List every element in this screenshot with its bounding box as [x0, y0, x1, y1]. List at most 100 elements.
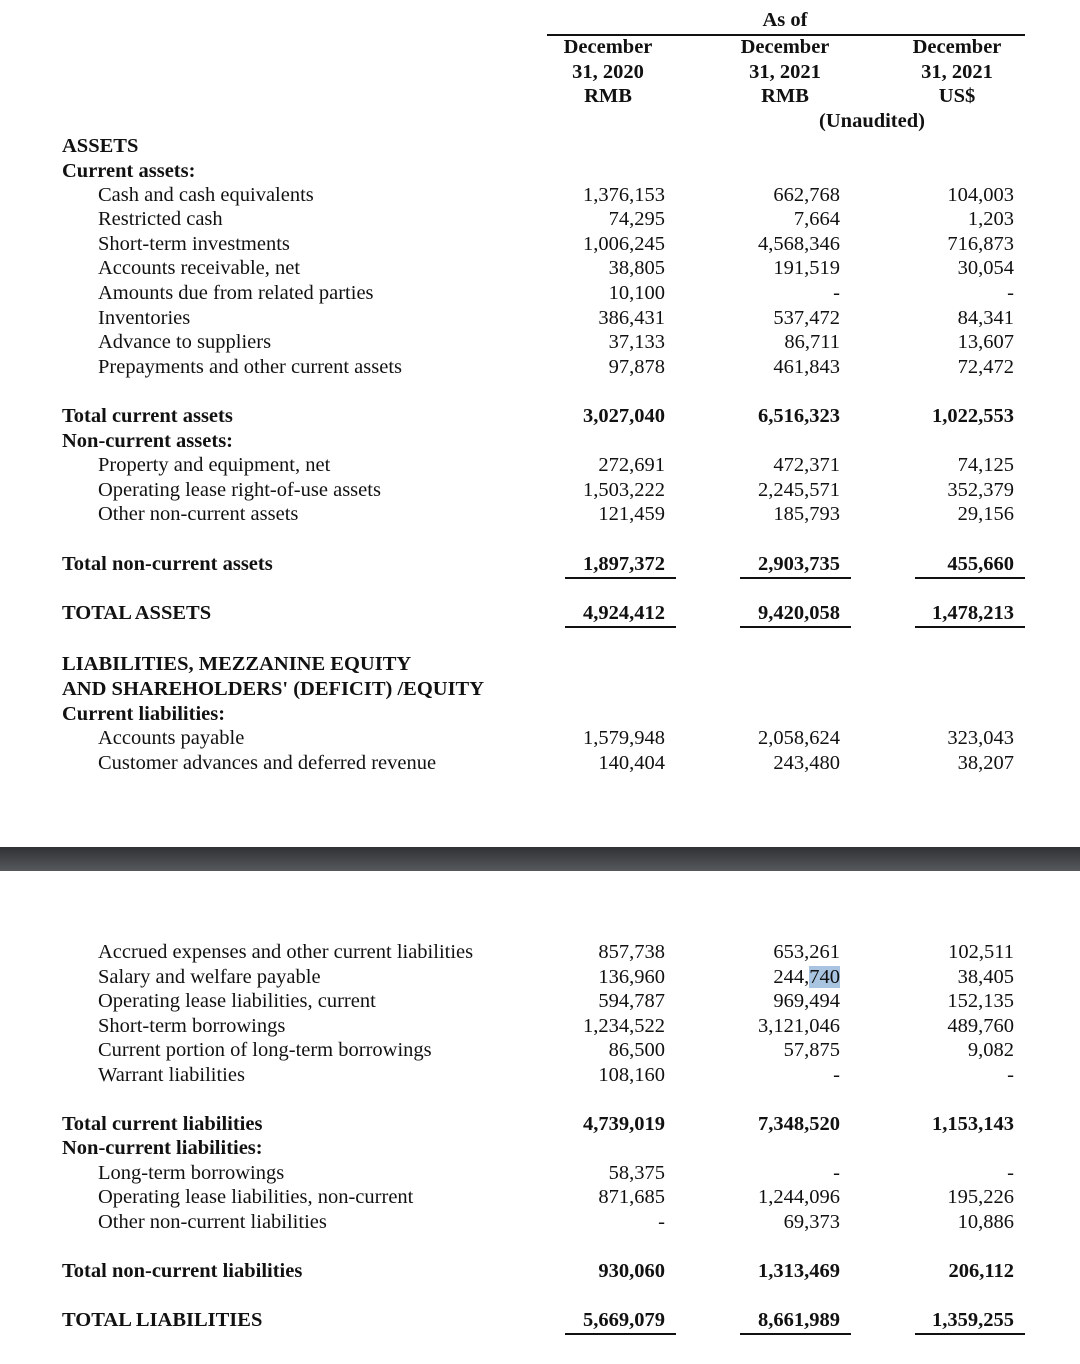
value-cell-col1: 871,685 — [598, 1186, 665, 1208]
value-cell-col2: 6,516,323 — [758, 405, 840, 427]
value-cell-col3: 1,359,255 — [932, 1309, 1014, 1331]
value-cell-col1: 58,375 — [608, 1162, 665, 1184]
value-cell-col2: 4,568,346 — [758, 233, 840, 255]
row-label: Current portion of long-term borrowings — [98, 1039, 432, 1061]
value-cell-col1: 4,924,412 — [583, 602, 665, 624]
value-cell-col3: - — [1007, 1064, 1014, 1086]
value-cell-col2: 1,244,096 — [758, 1186, 840, 1208]
row-label: Total current assets — [62, 405, 233, 427]
row-label: Total non-current assets — [62, 553, 273, 575]
col3-line3: US$ — [938, 85, 976, 107]
value-cell-col2: 7,348,520 — [758, 1113, 840, 1135]
header-rule — [547, 34, 1025, 36]
value-cell-col1: 930,060 — [598, 1260, 665, 1282]
value-cell-col1: 86,500 — [608, 1039, 665, 1061]
row-label: Current liabilities: — [62, 703, 226, 725]
value-cell-col2: - — [833, 1064, 840, 1086]
value-cell-col2: 1,313,469 — [758, 1260, 840, 1282]
unaudited-label: (Unaudited) — [819, 110, 925, 132]
row-label: Accrued expenses and other current liabi… — [98, 941, 474, 963]
value-cell-col3: 152,135 — [947, 990, 1014, 1012]
value-cell-col2: 8,661,989 — [758, 1309, 840, 1331]
value-cell-col1: - — [658, 1211, 665, 1233]
value-cell-col2: 2,058,624 — [758, 727, 840, 749]
value-cell-col1: 1,503,222 — [583, 479, 665, 501]
value-cell-col1: 136,960 — [598, 966, 665, 988]
col2-line1: December — [740, 36, 830, 58]
value-cell-col1: 140,404 — [598, 752, 665, 774]
row-label: Warrant liabilities — [98, 1064, 245, 1086]
row-label: Amounts due from related parties — [98, 282, 374, 304]
value-cell-col3: - — [1007, 1162, 1014, 1184]
total-underline — [915, 577, 1025, 579]
row-label: Other non-current assets — [98, 503, 299, 525]
row-label: Short-term borrowings — [98, 1015, 286, 1037]
value-cell-col3: 13,607 — [957, 331, 1014, 353]
value-cell-col1: 272,691 — [598, 454, 665, 476]
value-cell-col1: 1,006,245 — [583, 233, 665, 255]
row-label: Prepayments and other current assets — [98, 356, 402, 378]
value-cell-col1: 1,376,153 — [583, 184, 665, 206]
value-cell-col3: 323,043 — [947, 727, 1014, 749]
value-cell-col3: 195,226 — [947, 1186, 1014, 1208]
value-cell-col1: 857,738 — [598, 941, 665, 963]
value-cell-col2: 9,420,058 — [758, 602, 840, 624]
value-cell-col3: 102,511 — [948, 941, 1014, 963]
row-label: Operating lease right-of-use assets — [98, 479, 381, 501]
as-of-label: As of — [762, 9, 808, 31]
total-underline — [565, 577, 676, 579]
value-cell-col2: 3,121,046 — [758, 1015, 840, 1037]
row-label: TOTAL LIABILITIES — [62, 1309, 263, 1331]
total-underline — [740, 577, 851, 579]
value-cell-col1: 108,160 — [598, 1064, 665, 1086]
value-cell-col3: 104,003 — [947, 184, 1014, 206]
value-text: 244, — [773, 966, 810, 988]
row-label: Restricted cash — [98, 208, 223, 230]
value-cell-col3: 38,207 — [957, 752, 1014, 774]
row-label: Short-term investments — [98, 233, 290, 255]
value-cell-col1: 97,878 — [608, 356, 665, 378]
col1-line3: RMB — [584, 85, 632, 107]
col3-line1: December — [912, 36, 1002, 58]
row-label: Advance to suppliers — [98, 331, 272, 353]
row-label: Non-current assets: — [62, 430, 233, 452]
value-cell-col2: - — [833, 282, 840, 304]
row-label: TOTAL ASSETS — [62, 602, 212, 624]
row-label: LIABILITIES, MEZZANINE EQUITY — [62, 653, 412, 675]
total-underline — [915, 1333, 1025, 1335]
row-label: Cash and cash equivalents — [98, 184, 314, 206]
value-cell-col3: 1,478,213 — [932, 602, 1014, 624]
value-cell-col3: 1,022,553 — [932, 405, 1014, 427]
value-cell-col2: 969,494 — [773, 990, 840, 1012]
row-label: Current assets: — [62, 160, 196, 182]
value-cell-col1: 74,295 — [608, 208, 665, 230]
value-cell-col2: 191,519 — [773, 257, 840, 279]
row-label: Other non-current liabilities — [98, 1211, 327, 1233]
value-cell-col2: 244,740 — [680, 965, 840, 989]
value-cell-col3: 84,341 — [957, 307, 1014, 329]
value-cell-col2: 185,793 — [773, 503, 840, 525]
row-label: Operating lease liabilities, non-current — [98, 1186, 414, 1208]
value-cell-col2: 2,903,735 — [758, 553, 840, 575]
total-underline — [740, 1333, 851, 1335]
value-cell-col1: 1,897,372 — [583, 553, 665, 575]
row-label: Customer advances and deferred revenue — [98, 752, 437, 774]
value-cell-col3: 455,660 — [947, 553, 1014, 575]
value-cell-col1: 386,431 — [598, 307, 665, 329]
value-cell-col2: 7,664 — [793, 208, 840, 230]
value-cell-col1: 38,805 — [608, 257, 665, 279]
col2-line3: RMB — [761, 85, 809, 107]
text-selection-highlight[interactable]: 740 — [809, 966, 840, 988]
value-cell-col2: - — [833, 1162, 840, 1184]
value-cell-col2: 86,711 — [784, 331, 840, 353]
value-cell-col2: 57,875 — [783, 1039, 840, 1061]
value-cell-col1: 37,133 — [608, 331, 665, 353]
value-cell-col2: 472,371 — [773, 454, 840, 476]
value-cell-col1: 594,787 — [598, 990, 665, 1012]
value-cell-col3: 72,472 — [957, 356, 1014, 378]
row-label: ASSETS — [62, 135, 139, 157]
value-cell-col1: 3,027,040 — [583, 405, 665, 427]
col3-line2: 31, 2021 — [921, 61, 993, 83]
value-cell-col3: 9,082 — [967, 1039, 1014, 1061]
value-cell-col3: 489,760 — [947, 1015, 1014, 1037]
